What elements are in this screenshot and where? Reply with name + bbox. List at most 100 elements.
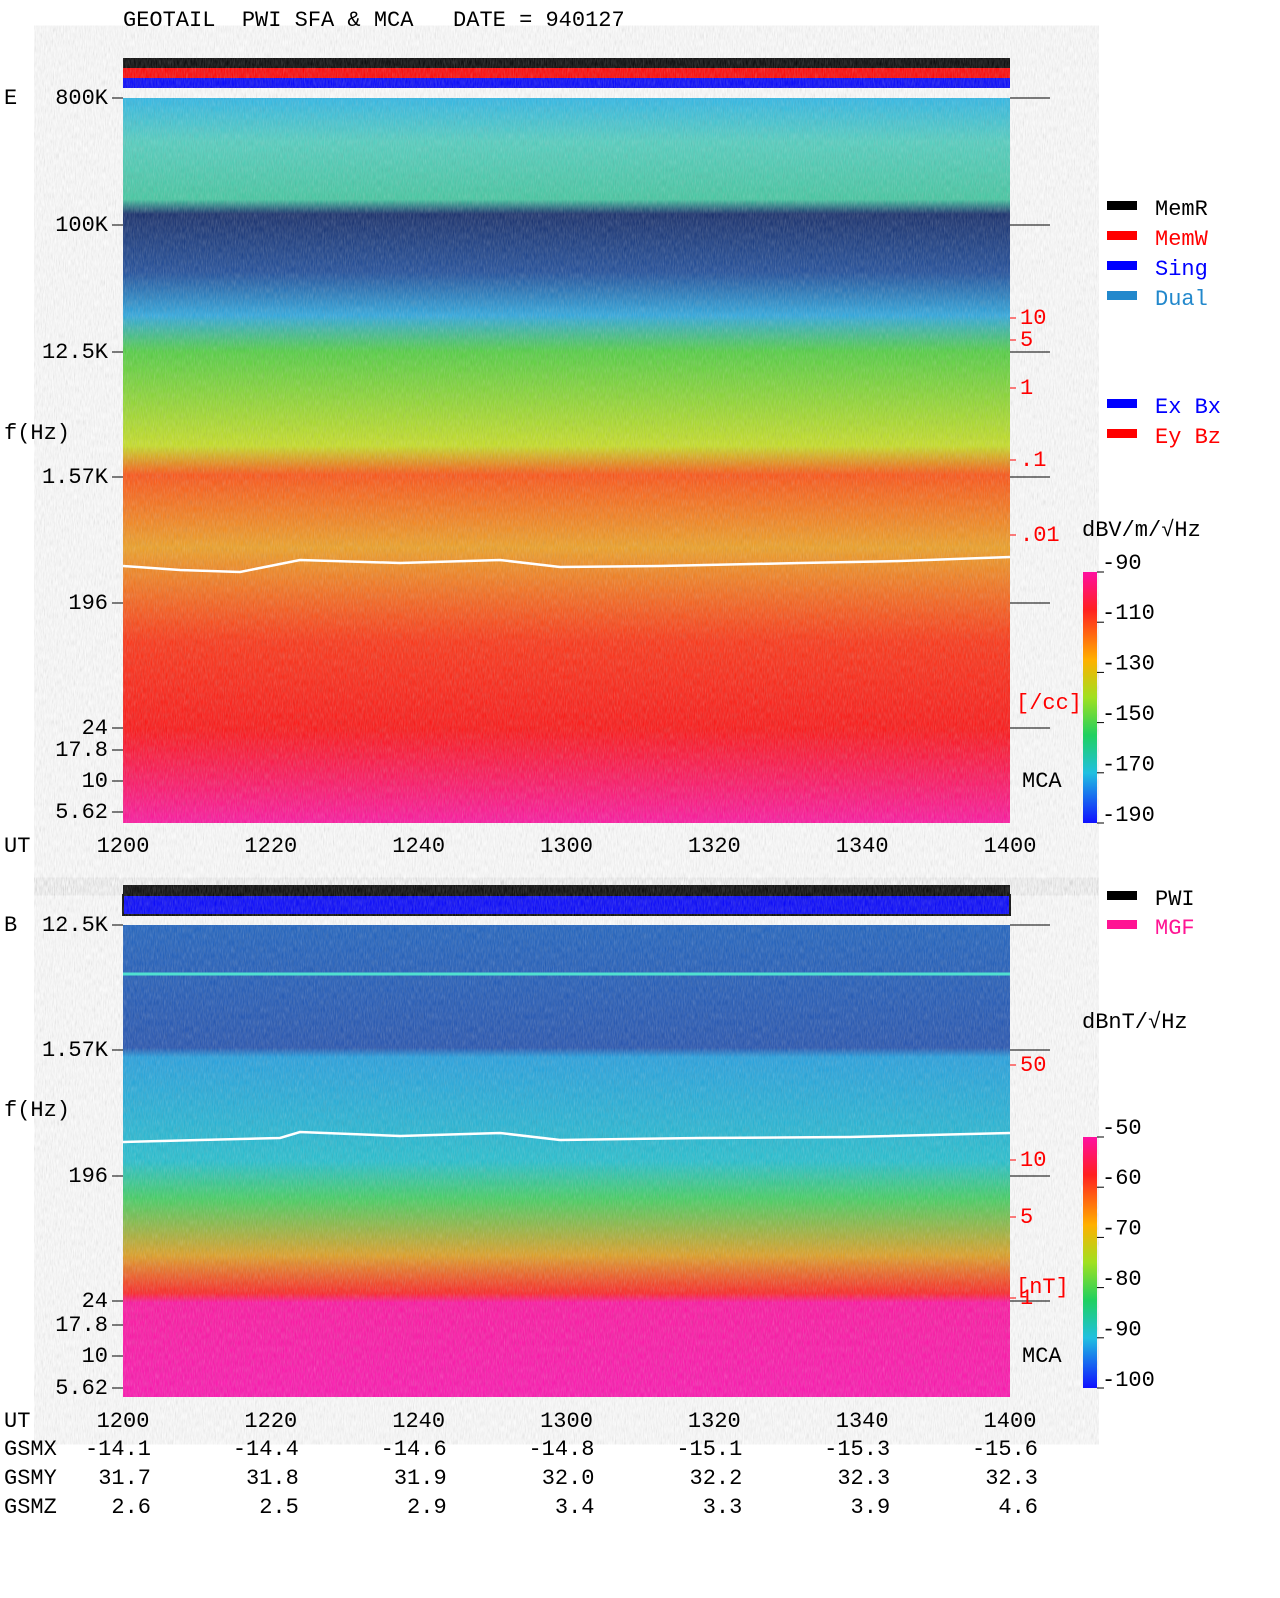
orbit-value: -14.1	[85, 1437, 151, 1462]
legend-label: Dual	[1155, 287, 1208, 312]
mode-bar	[123, 885, 1010, 895]
legend-label: MGF	[1155, 916, 1195, 941]
panel-e-graphics	[122, 58, 1011, 823]
legend-label: MemR	[1155, 197, 1208, 222]
y-tick-label: 24	[82, 716, 108, 741]
y-tick-label: 5.62	[55, 800, 108, 825]
orbit-value: 4.6	[998, 1495, 1038, 1520]
orbit-value: 2.6	[111, 1495, 151, 1520]
orbit-label: GSMY	[4, 1466, 57, 1491]
x-tick-label: 1320	[688, 834, 741, 859]
orbit-value: 31.9	[394, 1466, 447, 1491]
density-label: 10	[1020, 1148, 1046, 1173]
colorbar-unit: dBnT/√Hz	[1082, 1010, 1188, 1035]
colorbar	[1083, 1137, 1097, 1388]
y-tick-label: 12.5K	[42, 913, 109, 938]
y-tick-label: 24	[82, 1289, 108, 1314]
x-tick-label: 1400	[984, 834, 1037, 859]
density-label: .1	[1020, 448, 1046, 473]
density-label: .01	[1020, 523, 1060, 548]
density-label: 1	[1020, 1286, 1033, 1311]
y-tick-label: 12.5K	[42, 340, 109, 365]
colorbar-tick-label: -150	[1102, 702, 1155, 727]
y-tick-label: 17.8	[55, 738, 108, 763]
y-tick-label: 196	[68, 1164, 108, 1189]
orbit-value: 2.5	[259, 1495, 299, 1520]
colorbar-tick-label: -50	[1102, 1116, 1142, 1141]
legend-swatch	[1107, 261, 1137, 270]
legend-swatch	[1107, 291, 1137, 300]
orbit-value: 3.9	[851, 1495, 891, 1520]
legend-label: PWI	[1155, 887, 1195, 912]
y-tick-label: 10	[82, 769, 108, 794]
spectrogram-texture	[123, 98, 1010, 823]
y-tick-label: 1.57K	[42, 465, 109, 490]
spectrogram-texture	[123, 925, 1010, 1397]
colorbar-unit: dBV/m/√Hz	[1082, 518, 1201, 543]
density-label: 5	[1020, 1205, 1033, 1230]
legend-label: MemW	[1155, 227, 1209, 252]
colorbar-tick-label: -190	[1102, 803, 1155, 828]
density-unit: [nT]	[1016, 1275, 1069, 1300]
x-tick-label: 1240	[392, 834, 445, 859]
orbit-label: GSMZ	[4, 1495, 57, 1520]
legend-swatch	[1107, 920, 1137, 929]
legend-swatch	[1107, 429, 1137, 438]
x-tick-label: 1340	[836, 1409, 889, 1434]
legend-swatch	[1107, 231, 1137, 240]
panel-label: B	[4, 913, 17, 938]
x-tick-label: 1340	[836, 834, 889, 859]
x-tick-label: 1300	[540, 834, 593, 859]
y-axis-label: f(Hz)	[4, 421, 70, 446]
colorbar-tick-label: -100	[1102, 1368, 1155, 1393]
colorbar-tick-label: -90	[1102, 1317, 1142, 1342]
x-tick-label: 1200	[97, 834, 150, 859]
y-tick-label: 800K	[55, 86, 109, 111]
y-tick-label: 5.62	[55, 1376, 108, 1401]
plasma-line	[122, 1130, 1011, 1144]
plasma-line	[122, 555, 1011, 574]
y-tick-label: 1.57K	[42, 1038, 109, 1063]
x-tick-label: 1220	[244, 1409, 297, 1434]
mode-bar	[122, 894, 1011, 916]
x-tick-label: 1220	[244, 834, 297, 859]
orbit-value: -14.4	[233, 1437, 299, 1462]
y-tick-label: 17.8	[55, 1313, 108, 1338]
legend-swatch	[1107, 399, 1137, 408]
legend-label: Ex Bx	[1155, 395, 1221, 420]
orbit-value: -14.8	[528, 1437, 594, 1462]
colorbar-tick-label: -110	[1102, 601, 1155, 626]
density-label: 10	[1020, 306, 1046, 331]
orbit-value: -15.1	[676, 1437, 742, 1462]
density-label: 1	[1020, 376, 1033, 401]
orbit-value: 32.2	[690, 1466, 743, 1491]
legend-swatch	[1107, 891, 1137, 900]
colorbar-tick-label: -130	[1102, 652, 1155, 677]
title: GEOTAIL PWI SFA & MCA DATE = 940127	[123, 8, 625, 33]
y-axis-label: f(Hz)	[4, 1098, 70, 1123]
x-axis-label: UT	[4, 834, 30, 859]
colorbar-tick-label: -90	[1102, 551, 1142, 576]
colorbar-tick-label: -80	[1102, 1267, 1142, 1292]
y-tick-label: 196	[68, 591, 108, 616]
legend-label: Ey Bz	[1155, 425, 1221, 450]
orbit-value: 31.8	[246, 1466, 299, 1491]
legend-swatch	[1107, 201, 1137, 210]
mode-bar	[123, 68, 1010, 78]
mode-bar	[123, 78, 1010, 88]
density-label: 50	[1020, 1053, 1046, 1078]
x-axis-label: UT	[4, 1409, 30, 1434]
x-tick-label: 1200	[97, 1409, 150, 1434]
density-unit: [/cc]	[1016, 691, 1082, 716]
legend-label: Sing	[1155, 257, 1208, 282]
x-tick-label: 1300	[540, 1409, 593, 1434]
orbit-value: 32.0	[542, 1466, 595, 1491]
mca-label: MCA	[1022, 769, 1062, 794]
orbit-value: -15.6	[972, 1437, 1038, 1462]
orbit-value: 31.7	[98, 1466, 151, 1491]
x-tick-label: 1320	[688, 1409, 741, 1434]
orbit-value: 32.3	[985, 1466, 1038, 1491]
orbit-label: GSMX	[4, 1437, 57, 1462]
